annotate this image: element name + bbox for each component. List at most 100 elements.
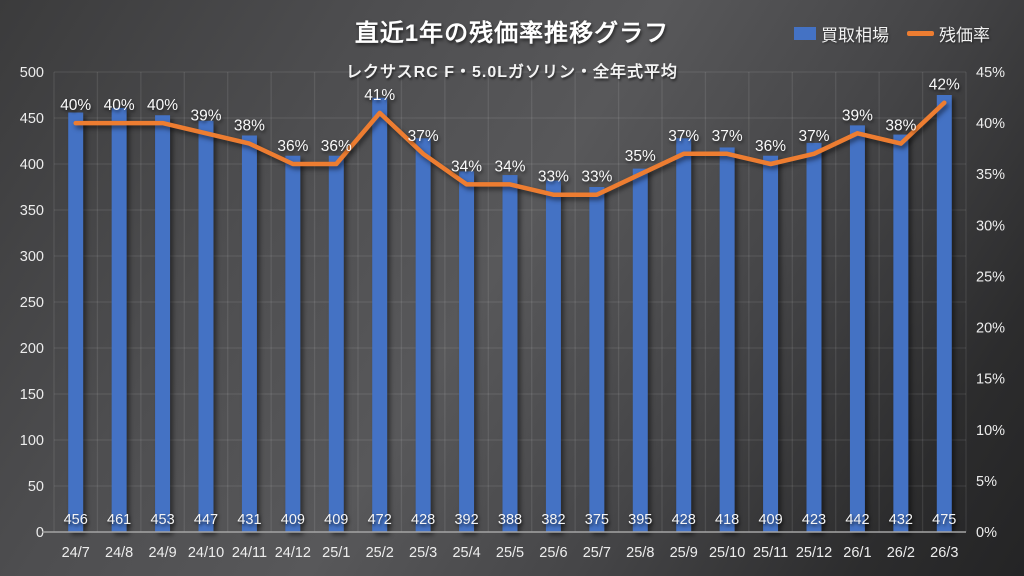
line-data-label: 42% [929, 77, 960, 94]
y-axis-right-tick-label: 5% [976, 474, 997, 490]
y-axis-right-tick-label: 15% [976, 372, 1005, 388]
bar-kaitori-souba [676, 138, 692, 533]
bar-value-label: 442 [845, 512, 869, 528]
bar-value-label: 432 [889, 512, 913, 528]
chart-title: 直近1年の残価率推移グラフ [354, 20, 670, 47]
x-axis-category-label: 24/7 [62, 545, 90, 561]
bar-kaitori-souba [719, 147, 735, 532]
line-data-label: 39% [190, 107, 221, 124]
bar-value-label: 431 [237, 512, 261, 528]
bar-value-label: 428 [411, 512, 435, 528]
bar-value-label: 461 [107, 512, 131, 528]
x-axis-category-label: 25/6 [539, 545, 567, 561]
legend-label-bar: 買取相場 [821, 26, 889, 45]
bar-value-label: 409 [281, 512, 305, 528]
y-axis-left-tick-label: 200 [20, 341, 44, 357]
line-data-label: 38% [885, 118, 916, 135]
y-axis-right-tick-label: 35% [976, 167, 1005, 183]
line-data-label: 34% [451, 158, 482, 175]
bar-value-label: 418 [715, 512, 739, 528]
bar-value-label: 423 [802, 512, 826, 528]
bar-series-swatch-icon [794, 27, 816, 40]
x-axis-category-label: 25/5 [496, 545, 524, 561]
line-data-label: 40% [60, 97, 91, 114]
bar-kaitori-souba [936, 95, 952, 532]
bar-kaitori-souba [632, 168, 648, 532]
bar-kaitori-souba [763, 155, 779, 532]
line-data-label: 35% [625, 148, 656, 165]
line-data-label: 33% [581, 169, 612, 186]
bar-kaitori-souba [285, 155, 301, 532]
bar-kaitori-souba [241, 135, 257, 533]
line-data-label: 38% [234, 118, 265, 135]
bar-kaitori-souba [68, 112, 84, 532]
y-axis-left-tick-label: 100 [20, 433, 44, 449]
legend-label-line: 残価率 [939, 26, 990, 45]
bar-kaitori-souba [372, 97, 388, 532]
y-axis-left-tick-label: 0 [36, 525, 44, 541]
line-data-label: 36% [277, 138, 308, 155]
line-data-label: 41% [364, 87, 395, 104]
bar-kaitori-souba [155, 115, 171, 533]
bar-value-label: 447 [194, 512, 218, 528]
bar-kaitori-souba [893, 134, 909, 532]
bar-kaitori-souba [459, 171, 475, 533]
line-data-label: 37% [712, 128, 743, 145]
bar-kaitori-souba [198, 120, 214, 532]
x-axis-category-label: 24/12 [275, 545, 311, 561]
line-data-label: 37% [668, 128, 699, 145]
bar-value-label: 382 [541, 512, 565, 528]
bar-value-label: 456 [64, 512, 88, 528]
line-data-label: 36% [755, 138, 786, 155]
y-axis-left-tick-label: 50 [28, 479, 44, 495]
line-data-label: 39% [842, 107, 873, 124]
y-axis-left-tick-label: 450 [20, 111, 44, 127]
x-axis-category-label: 25/9 [670, 545, 698, 561]
y-axis-left-tick-label: 400 [20, 157, 44, 173]
y-axis-right-tick-label: 30% [976, 218, 1005, 234]
y-axis-left-tick-label: 250 [20, 295, 44, 311]
bar-kaitori-souba [589, 187, 605, 532]
x-axis-category-label: 25/3 [409, 545, 437, 561]
bar-kaitori-souba [849, 125, 865, 533]
legend-item-kaitori-souba: 買取相場 [794, 21, 889, 46]
x-axis-category-label: 25/8 [626, 545, 654, 561]
trend-line-zankaritsu [73, 100, 947, 197]
x-axis-category-label: 24/9 [148, 545, 176, 561]
y-axis-right-tick-label: 25% [976, 269, 1005, 285]
line-series-swatch-icon [907, 31, 934, 36]
y-axis-left-tick-label: 300 [20, 249, 44, 265]
bar-kaitori-souba [111, 107, 127, 532]
x-axis-category-label: 25/7 [583, 545, 611, 561]
x-axis-category-label: 25/12 [796, 545, 832, 561]
bar-kaitori-souba [545, 180, 561, 532]
bar-value-label: 428 [672, 512, 696, 528]
legend: 買取相場 残価率 [794, 21, 990, 46]
x-axis-category-label: 25/4 [452, 545, 480, 561]
bar-value-label: 453 [150, 512, 174, 528]
y-axis-right-tick-label: 10% [976, 423, 1005, 439]
y-axis-left-tick-label: 350 [20, 203, 44, 219]
y-axis-left-tick-label: 500 [20, 65, 44, 81]
bar-value-label: 392 [454, 512, 478, 528]
chart-subtitle: レクサスRC F・5.0Lガソリン・全年式平均 [345, 64, 679, 81]
x-axis-category-label: 25/1 [322, 545, 350, 561]
line-data-label: 37% [408, 128, 439, 145]
line-data-label: 40% [147, 97, 178, 114]
x-axis-category-label: 24/11 [232, 545, 267, 561]
x-axis-category-label: 26/1 [843, 545, 871, 561]
line-data-label: 33% [538, 169, 569, 186]
legend-item-zankaritsu: 残価率 [907, 21, 990, 46]
y-axis-right-tick-label: 40% [976, 116, 1005, 132]
x-axis-category-label: 25/2 [366, 545, 394, 561]
bar-value-label: 395 [628, 512, 652, 528]
bar-kaitori-souba [502, 175, 518, 533]
x-axis-category-label: 26/3 [930, 545, 958, 561]
bar-kaitori-souba [806, 142, 822, 532]
x-axis-category-label: 24/10 [188, 545, 224, 561]
x-axis-category-label: 25/11 [753, 545, 788, 561]
bar-value-label: 388 [498, 512, 522, 528]
line-data-label: 37% [798, 128, 829, 145]
